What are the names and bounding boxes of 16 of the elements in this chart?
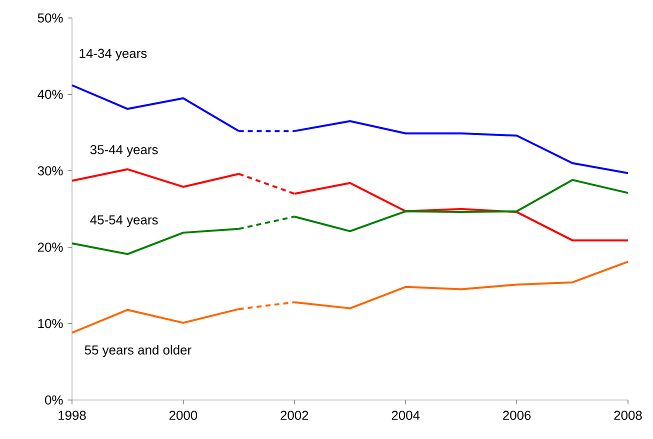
y-tick-label: 0%: [45, 395, 63, 405]
series-label: 35-44 years: [90, 145, 158, 157]
series-label: 14-34 years: [80, 48, 147, 61]
x-tick-label: 1998: [58, 410, 86, 420]
y-tick-label: 20%: [38, 242, 63, 252]
x-tick-label: 2002: [280, 410, 308, 420]
y-tick-label: 40%: [38, 90, 63, 99]
series-label: 55 years and older: [84, 345, 192, 358]
series-label: 45-54 years: [90, 215, 158, 228]
y-tick-label: 50%: [38, 13, 63, 23]
x-tick-label: 2000: [169, 410, 198, 420]
y-tick-label: 30%: [38, 166, 63, 176]
x-tick-label: 2006: [503, 410, 531, 420]
y-tick-label: 10%: [38, 319, 63, 328]
x-tick-label: 2004: [392, 410, 420, 420]
x-tick-label: 2008: [614, 410, 642, 420]
